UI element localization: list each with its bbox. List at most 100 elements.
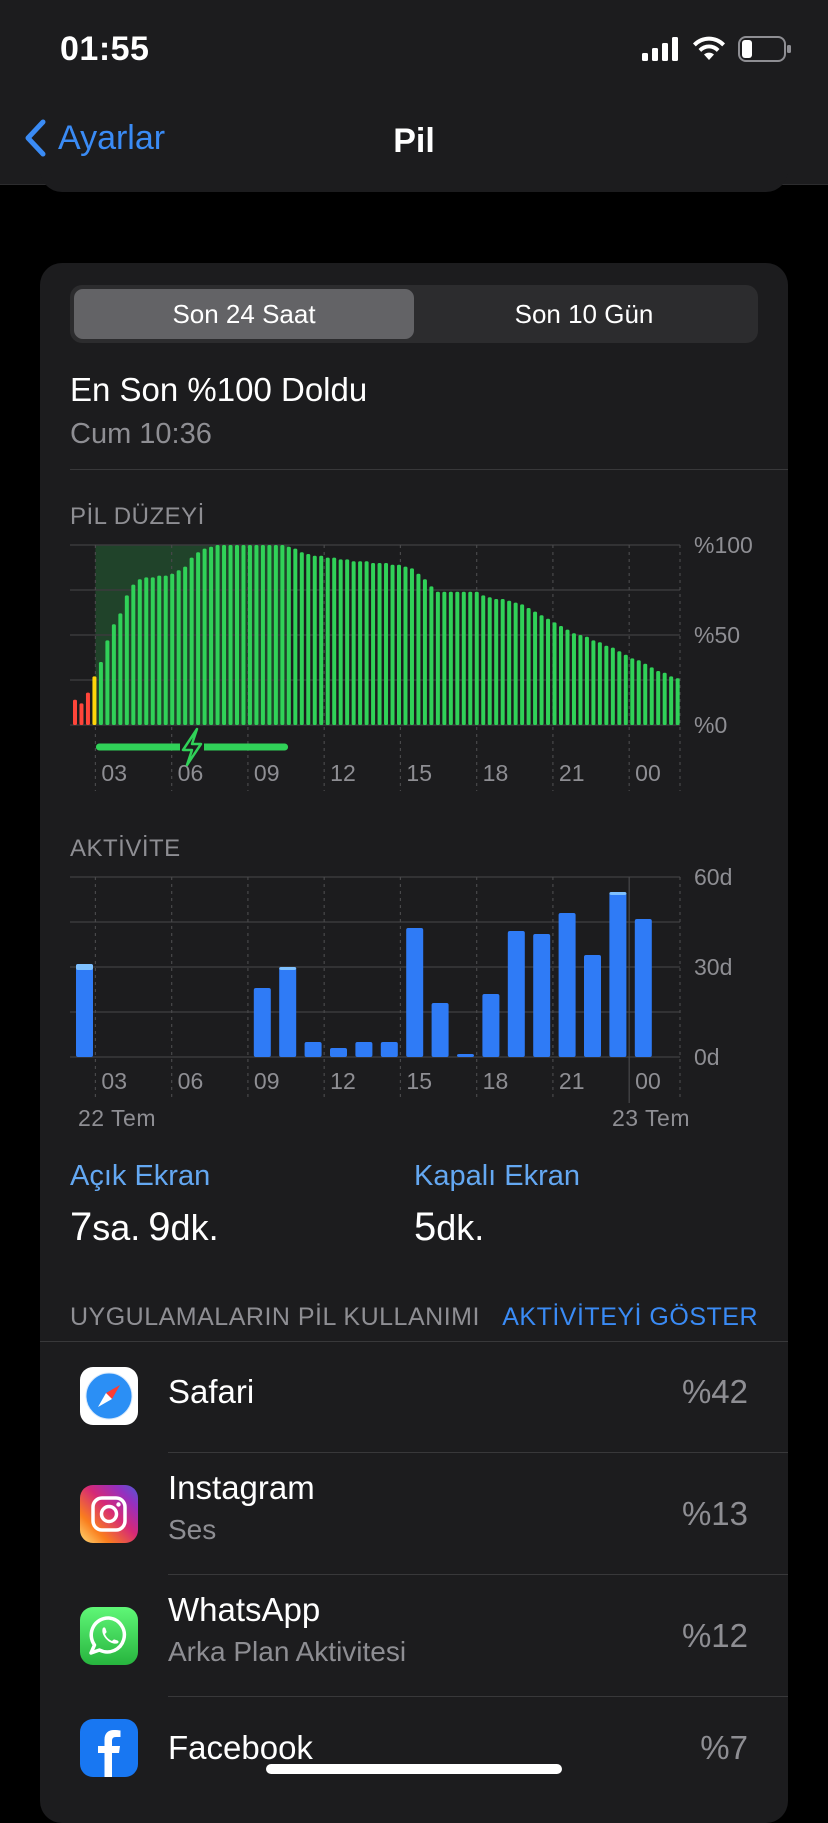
battery-level-bar bbox=[241, 545, 246, 725]
battery-level-bar bbox=[73, 699, 77, 725]
back-button-label: Ayarlar bbox=[58, 118, 166, 157]
app-usage-header: UYGULAMALARIN PİL KULLANIMI AKTİVİTEYİ G… bbox=[70, 1303, 758, 1332]
y-tick-label: %0 bbox=[694, 712, 727, 738]
battery-level-bar bbox=[345, 559, 350, 725]
battery-level-bar bbox=[176, 570, 181, 725]
wifi-icon bbox=[693, 36, 725, 60]
last-full-charge-title: En Son %100 Doldu bbox=[70, 371, 368, 408]
battery-level-bar bbox=[371, 563, 376, 725]
battery-level-bar bbox=[144, 577, 149, 725]
divider bbox=[40, 1341, 788, 1342]
status-icons bbox=[642, 36, 792, 62]
activity-bar-screen-on bbox=[380, 1042, 398, 1057]
battery-level-bar bbox=[422, 579, 427, 725]
app-row-instagram[interactable]: Instagram Ses %13 bbox=[40, 1453, 788, 1575]
battery-level-bar bbox=[293, 548, 298, 725]
home-indicator[interactable] bbox=[266, 1764, 562, 1774]
battery-level-bar bbox=[332, 557, 337, 725]
y-tick-label: 30d bbox=[694, 954, 732, 980]
battery-level-bar bbox=[364, 561, 369, 725]
app-percentage: %12 bbox=[681, 1617, 748, 1654]
show-activity-button[interactable]: AKTİVİTEYİ GÖSTER bbox=[502, 1303, 758, 1331]
battery-level-bar bbox=[435, 591, 440, 725]
battery-level-bar bbox=[98, 662, 103, 725]
battery-level-bar bbox=[533, 611, 538, 725]
charging-bolt-icon bbox=[181, 727, 203, 767]
activity-bar-screen-on bbox=[304, 1042, 322, 1057]
app-name: Safari bbox=[168, 1373, 255, 1410]
screen-off-label: Kapalı Ekran bbox=[414, 1160, 581, 1192]
battery-level-bar bbox=[384, 563, 389, 725]
battery-level-bar bbox=[111, 624, 116, 725]
time-range-segmented-control: Son 24 Saat Son 10 Gün bbox=[70, 285, 758, 343]
app-row-whatsapp[interactable]: WhatsApp Arka Plan Aktivitesi %12 bbox=[40, 1575, 788, 1697]
back-button[interactable]: Ayarlar bbox=[22, 118, 165, 158]
battery-level-bar bbox=[319, 555, 324, 725]
battery-level-bar bbox=[131, 584, 136, 725]
battery-level-bar bbox=[222, 545, 227, 725]
app-name: Instagram bbox=[168, 1469, 315, 1506]
chevron-left-icon bbox=[25, 119, 46, 157]
date-label: 23 Tem bbox=[612, 1105, 691, 1131]
battery-level-bar bbox=[85, 692, 90, 725]
x-tick-label: 18 bbox=[483, 1068, 509, 1094]
battery-level-bar bbox=[513, 602, 518, 725]
divider bbox=[168, 1574, 788, 1575]
app-row-safari[interactable]: Safari %42 bbox=[40, 1343, 788, 1453]
x-tick-label: 03 bbox=[101, 1068, 127, 1094]
previous-section-card bbox=[40, 170, 788, 192]
battery-level-bar bbox=[124, 595, 129, 725]
battery-level-bar bbox=[260, 545, 265, 725]
battery-level-bar bbox=[338, 559, 343, 725]
battery-level-bar bbox=[539, 615, 544, 725]
battery-level-chart: 03 06 09 12 15 18 21 00%100%50%0 bbox=[70, 533, 753, 791]
battery-level-bar bbox=[604, 645, 609, 725]
battery-level-bar bbox=[520, 604, 525, 725]
activity-bar-screen-off bbox=[609, 892, 627, 895]
battery-level-bar bbox=[429, 586, 434, 725]
activity-bar-screen-on bbox=[533, 934, 551, 1057]
battery-level-bar bbox=[584, 636, 589, 725]
activity-bar-screen-on bbox=[507, 931, 525, 1057]
y-tick-label: 60d bbox=[694, 864, 732, 890]
battery-level-bar bbox=[189, 557, 194, 725]
battery-level-bar bbox=[507, 600, 512, 725]
battery-level-bar bbox=[150, 577, 155, 725]
battery-level-bar bbox=[358, 561, 363, 725]
battery-level-bar bbox=[500, 599, 505, 725]
tab-last-10-days[interactable]: Son 10 Gün bbox=[514, 298, 654, 329]
activity-bar-screen-on bbox=[634, 919, 652, 1057]
battery-level-bar bbox=[559, 626, 563, 725]
activity-bar-screen-on bbox=[76, 964, 93, 1057]
activity-bar-screen-on bbox=[330, 1048, 347, 1057]
battery-level-bar bbox=[79, 703, 84, 725]
battery-icon bbox=[738, 36, 791, 62]
battery-level-bar bbox=[474, 591, 479, 725]
battery-level-bar bbox=[468, 591, 473, 725]
battery-level-bar bbox=[92, 676, 97, 725]
activity-bar-screen-off bbox=[279, 967, 297, 970]
tab-last-24-hours[interactable]: Son 24 Saat bbox=[74, 289, 414, 339]
app-row-facebook[interactable]: Facebook %7 bbox=[40, 1697, 788, 1807]
app-detail: Ses bbox=[168, 1514, 217, 1545]
battery-level-bar bbox=[669, 676, 674, 725]
x-tick-label: 00 bbox=[635, 760, 661, 786]
cellular-signal-icon bbox=[642, 37, 678, 61]
battery-level-bar bbox=[163, 575, 168, 725]
screen-off-value: 5dk. bbox=[414, 1205, 485, 1249]
battery-level-bar bbox=[280, 545, 285, 725]
screen-on-label: Açık Ekran bbox=[70, 1160, 211, 1192]
divider bbox=[70, 469, 788, 470]
battery-level-bar bbox=[235, 545, 239, 725]
activity-bar-screen-off bbox=[76, 964, 93, 970]
battery-level-bar bbox=[306, 554, 311, 725]
battery-level-bar bbox=[403, 566, 408, 725]
activity-bar-screen-on bbox=[406, 928, 424, 1057]
battery-level-bar bbox=[247, 545, 252, 725]
battery-level-bar bbox=[597, 642, 602, 725]
date-label: 22 Tem bbox=[78, 1105, 157, 1131]
safari-icon bbox=[80, 1367, 138, 1425]
battery-level-bar bbox=[202, 548, 207, 725]
activity-bar-screen-on bbox=[355, 1042, 373, 1057]
activity-label: AKTİVİTE bbox=[70, 835, 181, 862]
